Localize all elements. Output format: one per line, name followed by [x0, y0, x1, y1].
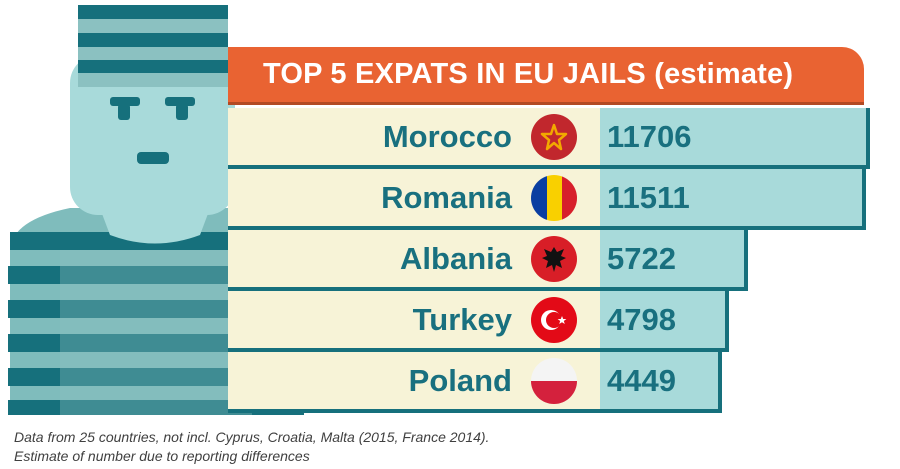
- country-label: Morocco: [382, 119, 512, 154]
- bar-poland: Poland 4449: [228, 352, 722, 413]
- value-label: 5722: [607, 241, 676, 276]
- bar-morocco: Morocco 11706: [228, 108, 870, 169]
- bar-bottom-edge: [228, 409, 722, 413]
- prisoner-cap: [78, 5, 228, 87]
- country-label: Poland: [408, 363, 512, 398]
- bar-fill: [600, 230, 748, 291]
- prisoner-face: [110, 97, 195, 164]
- country-label: Albania: [400, 241, 512, 276]
- footnote-line-1: Data from 25 countries, not incl. Cyprus…: [14, 429, 490, 445]
- bar-bottom-edge: [228, 226, 867, 230]
- bar-bottom-edge: [228, 287, 748, 291]
- value-label: 4798: [607, 302, 676, 337]
- bar-fill: [600, 108, 870, 169]
- value-label: 11706: [607, 119, 692, 154]
- turkey-flag-icon: [531, 297, 577, 343]
- bar-bottom-edge: [228, 348, 730, 352]
- country-label: Turkey: [412, 302, 512, 337]
- poland-flag-icon: [531, 358, 577, 404]
- morocco-flag-icon: [531, 114, 577, 160]
- chart-title: TOP 5 EXPATS IN EU JAILS (estimate): [263, 58, 794, 90]
- bar-right-edge: [718, 352, 722, 413]
- romania-flag-icon: [531, 175, 577, 221]
- bar-fill: [600, 169, 867, 230]
- country-label: Romania: [381, 180, 512, 215]
- bar-albania: Albania 5722: [228, 230, 748, 291]
- bar-right-edge: [866, 108, 870, 169]
- value-label: 4449: [607, 363, 676, 398]
- bar-fill: [600, 352, 722, 413]
- bar-right-edge: [725, 291, 730, 352]
- title-banner: TOP 5 EXPATS IN EU JAILS (estimate): [228, 47, 864, 105]
- bar-romania: Romania 11511: [228, 169, 867, 230]
- bar-right-edge: [862, 169, 867, 230]
- bar-fill: [600, 291, 730, 352]
- value-label: 11511: [607, 180, 690, 215]
- albania-flag-icon: [531, 236, 577, 282]
- prisoner-head: [70, 55, 235, 215]
- bar-bottom-edge: [228, 165, 870, 169]
- footnote-line-2: Estimate of number due to reporting diff…: [14, 448, 310, 464]
- footnote: Data from 25 countries, not incl. Cyprus…: [14, 428, 489, 466]
- bar-right-edge: [743, 230, 748, 291]
- bar-turkey: Turkey 4798: [228, 291, 730, 352]
